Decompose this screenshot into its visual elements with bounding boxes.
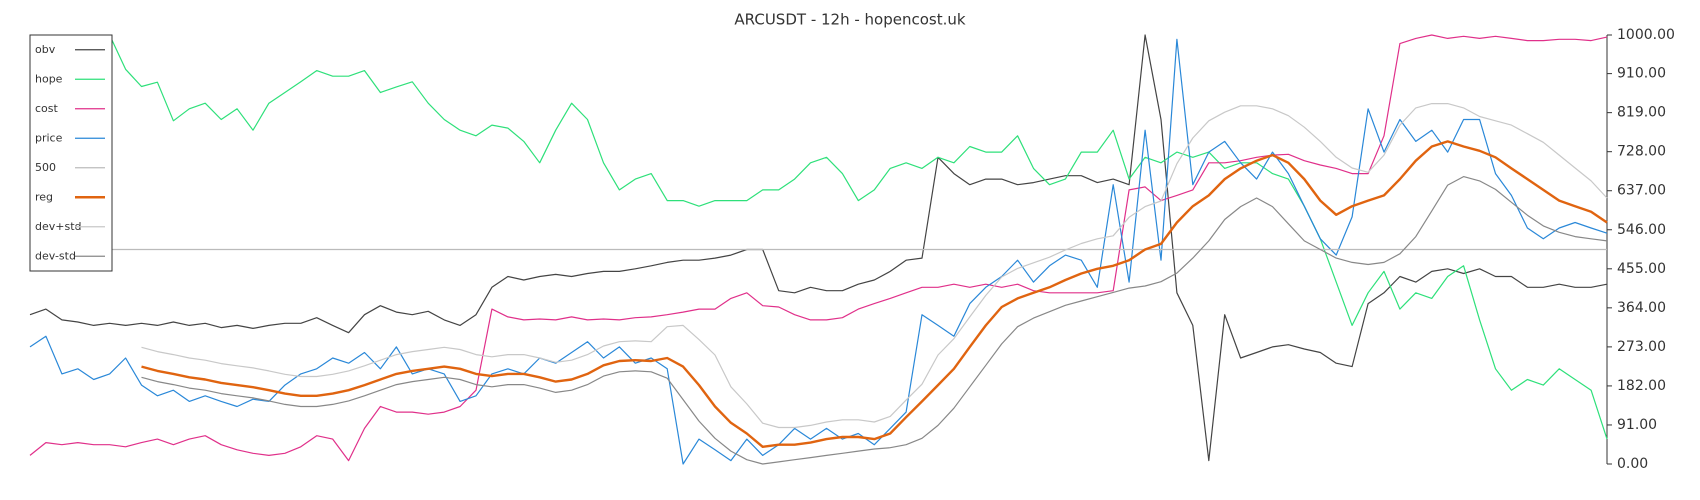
legend-label: price	[35, 131, 63, 144]
series-line	[109, 34, 1608, 440]
series-line	[141, 103, 1608, 429]
y-tick-label: 728.00	[1617, 144, 1666, 160]
legend-label: 500	[35, 161, 56, 174]
y-tick-label: 455.00	[1617, 261, 1666, 277]
y-tick-label: 910.00	[1617, 66, 1666, 82]
y-tick-label: 637.00	[1617, 183, 1666, 199]
legend-label: obv	[35, 43, 56, 56]
series-line	[29, 34, 1608, 462]
chart-title: ARCUSDT - 12h - hopencost.uk	[734, 11, 965, 29]
y-tick-label: 364.00	[1617, 300, 1666, 316]
legend-label: hope	[35, 72, 63, 85]
y-tick-label: 273.00	[1617, 339, 1666, 355]
legend: obv hope cost price 500 reg dev+std dev-std	[29, 34, 113, 272]
series-line	[141, 176, 1608, 465]
series-line	[29, 38, 1608, 465]
legend-label: dev+std	[35, 220, 82, 233]
y-tick-label: 819.00	[1617, 105, 1666, 121]
y-tick-label: 0.00	[1617, 456, 1648, 472]
legend-box	[29, 34, 113, 272]
legend-label: dev-std	[35, 249, 76, 262]
legend-label: reg	[35, 190, 53, 203]
y-tick-label: 546.00	[1617, 222, 1666, 238]
legend-label: cost	[35, 102, 59, 115]
series-line	[29, 34, 1608, 462]
series-line	[141, 140, 1608, 448]
y-tick-label: 182.00	[1617, 378, 1666, 394]
y-tick-label: 91.00	[1617, 417, 1657, 433]
y-tick-label: 1000.00	[1617, 27, 1675, 43]
